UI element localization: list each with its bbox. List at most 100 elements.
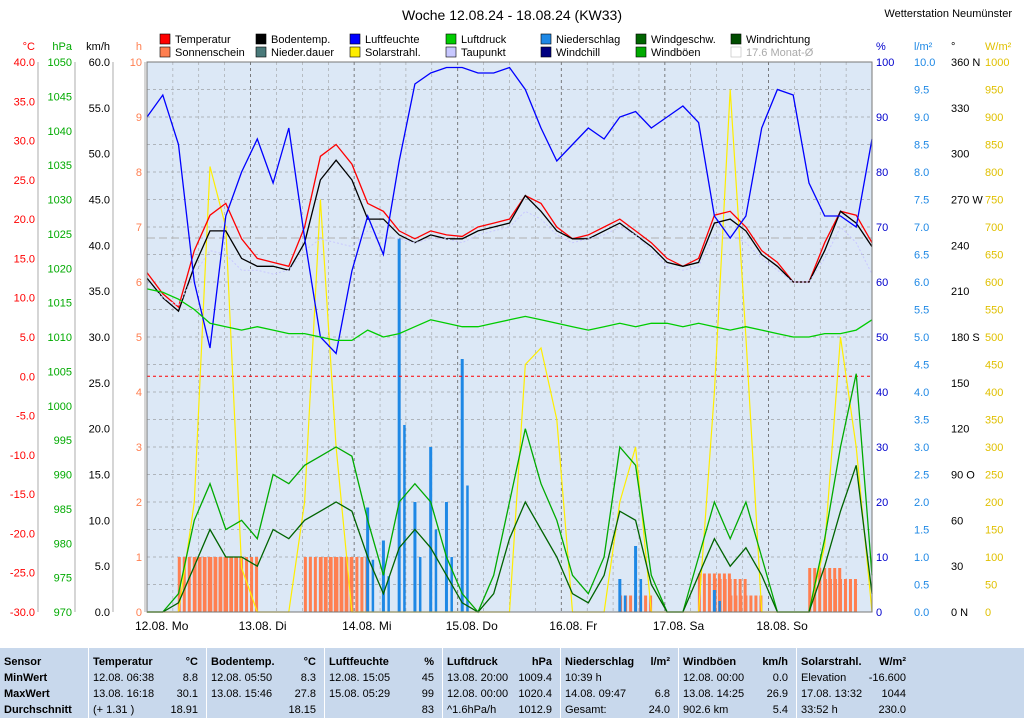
direction-axis-tick: 180 S [951,332,980,344]
rain-axis-tick: 0.5 [914,580,929,592]
solar-axis-tick: 700 [985,222,1003,234]
wind-axis-tick: 50.0 [89,149,110,161]
summary-column: Luftdruck hPa 13.08. 20:00 1009.4 12.08. 00:… [442,648,560,718]
rain-bar [366,507,370,612]
temp-axis-tick: -5.0 [16,411,35,423]
sunshine-bar [193,557,197,612]
sunshine-bar [230,557,234,612]
humidity-axis-tick: 80 [876,167,888,179]
column-row: 12.08. 15:05 45 [329,670,438,686]
solar-axis-tick: 900 [985,112,1003,124]
rain-axis-tick: 4.0 [914,387,929,399]
windb-en-line [147,373,873,614]
hours-axis-tick: 2 [136,497,142,509]
pressure-axis-tick: 1010 [48,332,72,344]
legend-swatch [349,33,361,45]
sunshine-bar [739,595,743,612]
summary-column: Niederschlag l/m² 10:39 h 14.08. 09:47 6.8 Ge… [560,648,678,718]
rain-axis-tick: 1.5 [914,525,929,537]
x-tick-label: 12.08. Mo [135,619,189,633]
pressure-axis-tick: 990 [54,470,72,482]
column-row: 13.08. 15:46 27.8 [211,686,320,702]
legend-item: Luftfeuchte [365,34,419,46]
humidity-axis-tick: 90 [876,112,888,124]
sunshine-bar [335,557,339,612]
cell-left: 902.6 km [683,704,729,716]
cell-left: 13.08. 15:46 [211,688,273,700]
direction-axis-tick: 90 O [951,470,975,482]
luftdruck-line [146,288,873,342]
temp-axis-tick: -20.0 [10,528,35,540]
legend-swatch [730,33,742,45]
temp-axis-tick: -15.0 [10,489,35,501]
solar-axis-tick: 400 [985,387,1003,399]
cell-value: 8.3 [300,672,316,684]
legend-item: Taupunkt [461,47,506,59]
summary-column: Luftfeuchte% 12.08. 15:05 45 15.08. 05:29 99… [324,648,442,718]
cell-value: 99 [421,688,434,700]
wind-axis-tick: 40.0 [89,240,110,252]
rain-bar [387,576,390,612]
temp-axis-tick: 10.0 [14,293,35,305]
direction-axis-tick: 0 N [951,607,968,619]
sunshine-bar [245,557,249,612]
rain-bar [429,447,433,612]
direction-axis-tick: 150 [951,378,969,390]
hours-axis-tick: 9 [136,112,142,124]
temp-axis-tick: 0.0 [20,371,35,383]
humidity-axis-tick: 30 [876,442,888,454]
column-row: 10:39 h [565,670,674,686]
sunshine-bar [718,579,722,612]
sunshine-bar [187,557,191,612]
wind-axis-tick: 20.0 [89,424,110,436]
sunshine-bar [235,557,239,612]
summary-column: Windböen km/h 12.08. 00:00 0.0 13.08. 14:25 2… [678,648,796,718]
sunshine-bar [255,557,259,612]
sunshine-bar [198,557,202,612]
legend-item: Nieder.dauer [271,47,334,59]
solar-axis-tick: 0 [985,607,991,619]
row-label-max: MaxWert [4,688,50,700]
cell-value: 27.8 [294,688,316,700]
solar-axis-tick: 800 [985,167,1003,179]
legend-item: Solarstrahl. [365,47,421,59]
pressure-axis-tick: 1030 [48,195,72,207]
direction-axis-tick: 30 [951,561,963,573]
hours-axis-tick: 0 [136,607,142,619]
sunshine-bar [350,557,354,612]
legend-item: Windrichtung [746,34,810,46]
cell-value: 18.15 [288,704,316,716]
x-tick-label: 15.08. Do [446,619,498,633]
column-title: Bodentemp. °C [211,654,320,670]
rain-axis-tick: 8.5 [914,140,929,152]
solar-axis-label: W/m² [985,41,1012,53]
rain-bar [403,425,406,612]
sunshine-bar [707,573,711,612]
wind-axis-tick: 35.0 [89,286,110,298]
column-title: Temperatur °C [93,654,202,670]
column-title-text: Solarstrahl. [801,656,862,668]
column-unit: °C [303,656,316,668]
cell-value: 230.0 [878,704,906,716]
x-tick-label: 16.08. Fr [549,619,597,633]
rain-axis-tick: 6.0 [914,277,929,289]
column-row: ^1.6hPa/h 1012.9 [447,702,556,718]
column-title-text: Niederschlag [565,656,635,668]
column-row: 12.08. 00:00 0.0 [683,670,792,686]
temp-axis-tick: 40.0 [14,57,35,69]
solar-axis-tick: 450 [985,360,1003,372]
legend-item: Windchill [556,47,600,59]
cell-left: 12.08. 00:00 [447,688,509,700]
legend-swatch [159,46,171,58]
direction-axis-tick: 210 [951,286,969,298]
legend-swatch [255,46,267,58]
hours-axis-tick: 7 [136,222,142,234]
solar-axis-tick: 350 [985,415,1003,427]
rain-axis-tick: 7.0 [914,222,929,234]
sunshine-bar [838,579,842,612]
x-tick-label: 17.08. Sa [653,619,705,633]
wind-axis-label: km/h [86,41,110,53]
legend-item: Temperatur [175,34,231,46]
column-row: 17.08. 13:32 1044 [801,686,910,702]
cell-value: 1044 [881,688,906,700]
